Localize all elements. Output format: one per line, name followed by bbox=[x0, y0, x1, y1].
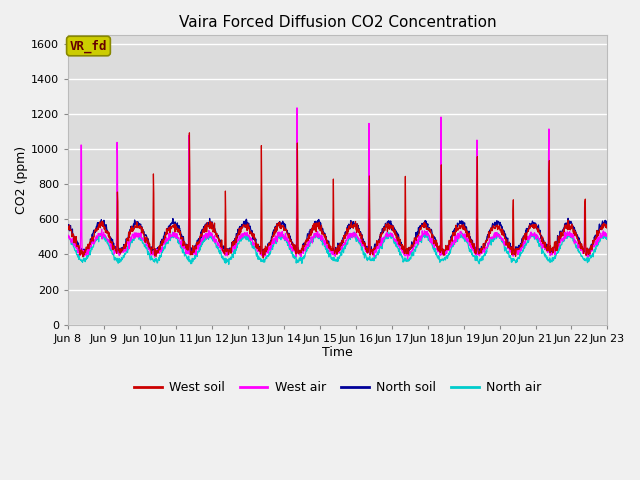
Title: Vaira Forced Diffusion CO2 Concentration: Vaira Forced Diffusion CO2 Concentration bbox=[179, 15, 497, 30]
Legend: West soil, West air, North soil, North air: West soil, West air, North soil, North a… bbox=[129, 376, 547, 399]
Text: VR_fd: VR_fd bbox=[70, 39, 108, 53]
X-axis label: Time: Time bbox=[323, 347, 353, 360]
Y-axis label: CO2 (ppm): CO2 (ppm) bbox=[15, 146, 28, 214]
